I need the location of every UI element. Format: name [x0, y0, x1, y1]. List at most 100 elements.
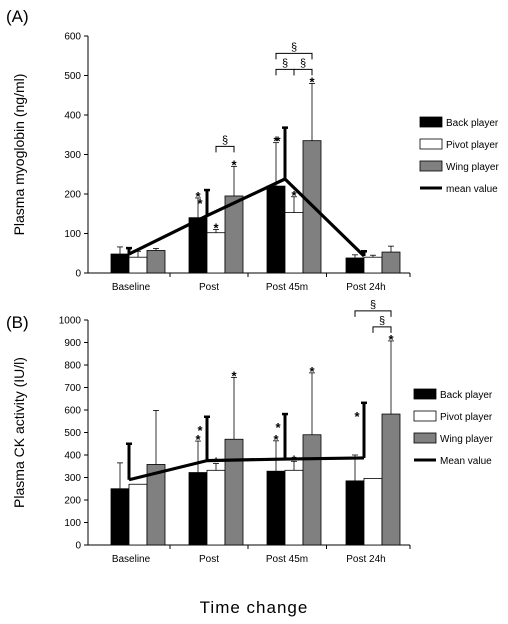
y-tick-label: 600	[64, 32, 81, 43]
significance-asterisk: *	[213, 455, 219, 470]
bar-pivot-player	[284, 469, 304, 546]
bracket-label: §	[222, 134, 228, 146]
x-tick-label: Post	[199, 554, 219, 565]
bar-back-player	[345, 257, 365, 274]
legend-swatch	[419, 116, 443, 128]
significance-bracket	[275, 68, 295, 76]
significance-asterisk: *	[231, 157, 237, 172]
bar-pivot-player	[363, 256, 383, 274]
bar-wing-player	[381, 413, 401, 546]
legend-label: Mean value	[440, 456, 492, 467]
legend-swatch	[413, 410, 437, 422]
x-tick-label: Post	[199, 282, 219, 293]
bar-back-player	[188, 472, 208, 546]
x-tick-label: Post 24h	[346, 554, 385, 565]
y-tick-label: 600	[64, 406, 81, 417]
significance-asterisk: *	[309, 364, 315, 379]
legend-label: Back player	[440, 390, 493, 401]
significance-asterisk: *	[197, 423, 203, 438]
y-tick-label: 0	[75, 269, 81, 280]
bar-wing-player	[146, 464, 166, 546]
y-tick-label: 900	[64, 338, 81, 349]
significance-bracket	[215, 145, 235, 153]
bracket-label: §	[370, 299, 376, 311]
y-tick-label: 300	[64, 150, 81, 161]
x-tick-label: Post 45m	[266, 554, 308, 565]
bar-pivot-player	[128, 483, 148, 546]
significance-bracket	[275, 52, 313, 60]
bar-back-player	[110, 488, 130, 546]
mean-line	[128, 456, 365, 482]
y-tick-label: 400	[64, 111, 81, 122]
significance-asterisk: *	[291, 452, 297, 467]
y-tick-label: 1000	[59, 316, 82, 327]
legend-label: Pivot player	[446, 140, 499, 151]
legend-swatch	[413, 432, 437, 444]
x-axis-title: Time change	[199, 598, 309, 617]
bar-pivot-player	[284, 212, 304, 274]
bar-pivot-player	[128, 256, 148, 274]
significance-bracket	[354, 310, 392, 317]
significance-asterisk: *	[309, 74, 315, 89]
y-tick-label: 200	[64, 496, 81, 507]
legend-label: Wing player	[446, 162, 499, 173]
bar-wing-player	[224, 438, 244, 546]
bar-wing-player	[302, 434, 322, 546]
y-tick-label: 400	[64, 451, 81, 462]
x-tick-label: Baseline	[112, 554, 151, 565]
bar-pivot-player	[206, 469, 226, 546]
bracket-label: §	[379, 315, 385, 327]
y-axis-label: Plasma myoglobin (ng/ml)	[11, 74, 27, 236]
y-tick-label: 100	[64, 229, 81, 240]
chart-panel-2: (B) Plasma CK activity (IU/l) 0 100 200 300 40…	[6, 299, 493, 565]
bar-back-player	[266, 470, 286, 546]
legend-label: Wing player	[440, 434, 493, 445]
legend-swatch	[419, 138, 443, 150]
legend-label: Pivot player	[440, 412, 493, 423]
bar-pivot-player	[206, 232, 226, 274]
y-tick-label: 500	[64, 428, 81, 439]
significance-asterisk: *	[195, 432, 201, 447]
y-tick-label: 200	[64, 190, 81, 201]
bar-wing-player	[146, 250, 166, 274]
chart-panel-1: (A) Plasma myoglobin (ng/ml) 0 100 200 300 400…	[6, 7, 499, 293]
bar-pivot-player	[363, 477, 383, 546]
mean-line	[128, 177, 366, 258]
x-tick-label: Post 45m	[266, 282, 308, 293]
x-tick-label: Baseline	[112, 282, 151, 293]
bracket-label: §	[300, 57, 306, 69]
bracket-label: §	[291, 41, 297, 53]
y-tick-label: 100	[64, 518, 81, 529]
significance-asterisk: *	[291, 188, 297, 203]
significance-asterisk: *	[273, 134, 279, 149]
y-tick-label: 300	[64, 473, 81, 484]
y-tick-label: 700	[64, 383, 81, 394]
bar-back-player	[266, 185, 286, 274]
y-axis-label: Plasma CK activity (IU/l)	[11, 357, 27, 508]
bar-wing-player	[224, 195, 244, 274]
significance-asterisk: *	[275, 134, 281, 149]
bar-wing-player	[381, 251, 401, 274]
legend-swatch	[413, 388, 437, 400]
legend-swatch	[419, 160, 443, 172]
bracket-label: §	[282, 57, 288, 69]
y-tick-label: 500	[64, 71, 81, 82]
y-tick-label: 800	[64, 361, 81, 372]
significance-asterisk: *	[273, 432, 279, 447]
bar-back-player	[110, 253, 130, 274]
y-tick-label: 0	[75, 541, 81, 552]
significance-asterisk: *	[195, 189, 201, 204]
panel-label: (A)	[6, 7, 29, 26]
significance-bracket	[372, 326, 392, 333]
panel-label: (B)	[6, 313, 29, 332]
x-tick-label: Post 24h	[346, 282, 385, 293]
legend-label: Back player	[446, 118, 499, 129]
significance-asterisk: *	[213, 221, 219, 236]
significance-asterisk: *	[275, 420, 281, 435]
bar-back-player	[345, 480, 365, 546]
significance-asterisk: *	[354, 409, 360, 424]
significance-asterisk: *	[231, 368, 237, 383]
legend-label: mean value	[446, 184, 498, 195]
significance-asterisk: *	[197, 196, 203, 211]
